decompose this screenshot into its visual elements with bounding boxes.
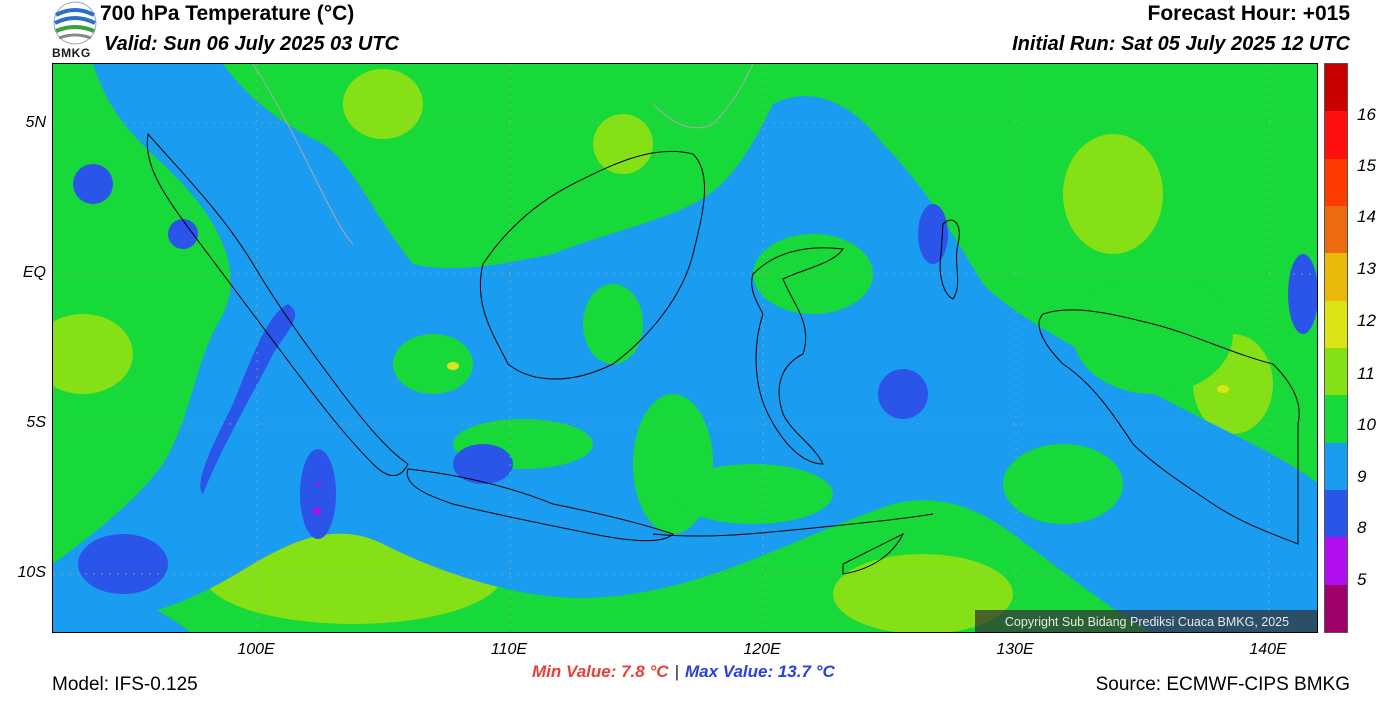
- colorbar-segment: [1325, 490, 1347, 538]
- colorbar-label-12: 12: [1357, 311, 1376, 330]
- lon-label-120e: 120E: [743, 641, 781, 658]
- logo-text: BMKG: [52, 46, 91, 60]
- colorbar-label-14: 14: [1357, 207, 1376, 226]
- initial-run: Initial Run: Sat 05 July 2025 12 UTC: [1012, 33, 1350, 55]
- lon-label-130e: 130E: [996, 641, 1034, 658]
- forecast-hour: Forecast Hour: +015: [1147, 2, 1351, 25]
- min-max-values: Min Value: 7.8 °C | Max Value: 13.7 °C: [532, 662, 835, 682]
- colorbar-segment: [1325, 206, 1347, 254]
- colorbar-label-10: 10: [1357, 415, 1376, 434]
- lon-label-110e: 110E: [490, 641, 528, 658]
- max-value: Max Value: 13.7 °C: [684, 662, 835, 681]
- colorbar-label-13: 13: [1357, 259, 1376, 278]
- field-9-10-south: [53, 584, 191, 632]
- field-12-13: [447, 362, 1229, 393]
- colorbar-label-16: 16: [1357, 105, 1376, 124]
- colorbar: [1324, 63, 1348, 633]
- map-svg: [53, 64, 1317, 632]
- colorbar-label-8: 8: [1357, 518, 1367, 537]
- colorbar-segment: [1325, 537, 1347, 586]
- colorbar-label-15: 15: [1357, 156, 1376, 175]
- coastlines: [146, 64, 1300, 575]
- colorbar-segment: [1325, 300, 1347, 349]
- min-max-separator: |: [674, 662, 679, 681]
- colorbar-label-9: 9: [1357, 467, 1367, 486]
- colorbar-segment: [1325, 158, 1347, 207]
- colorbar-segment: [1325, 584, 1347, 633]
- lat-label-5s: 5S: [26, 414, 46, 431]
- model-label: Model: IFS-0.125: [52, 674, 198, 695]
- field-9-10: [53, 64, 1317, 632]
- temperature-map: Copyright Sub Bidang Prediksi Cuaca BMKG…: [52, 63, 1318, 633]
- valid-time: Valid: Sun 06 July 2025 03 UTC: [104, 33, 399, 55]
- lon-label-140e: 140E: [1249, 641, 1287, 658]
- colorbar-segment: [1325, 64, 1347, 112]
- colorbar-label-11: 11: [1357, 364, 1375, 383]
- colorbar-segment: [1325, 253, 1347, 302]
- bmkg-logo: [50, 1, 100, 61]
- colorbar-segment: [1325, 395, 1347, 444]
- chart-title: 700 hPa Temperature (°C): [100, 2, 355, 25]
- lat-label-10s: 10S: [17, 564, 46, 581]
- colorbar-segment: [1325, 348, 1347, 396]
- field-below-8: [313, 482, 321, 515]
- copyright-notice: Copyright Sub Bidang Prediksi Cuaca BMKG…: [975, 610, 1317, 632]
- lat-label-eq: EQ: [22, 264, 46, 281]
- colorbar-label-5: 5: [1357, 570, 1367, 589]
- colorbar-segment: [1325, 111, 1347, 160]
- field-8-9: [73, 164, 1317, 594]
- min-value: Min Value: 7.8 °C: [532, 662, 669, 681]
- source-label: Source: ECMWF-CIPS BMKG: [1095, 674, 1350, 695]
- lat-label-5n: 5N: [25, 114, 46, 131]
- colorbar-segment: [1325, 442, 1347, 491]
- lon-label-100e: 100E: [237, 641, 275, 658]
